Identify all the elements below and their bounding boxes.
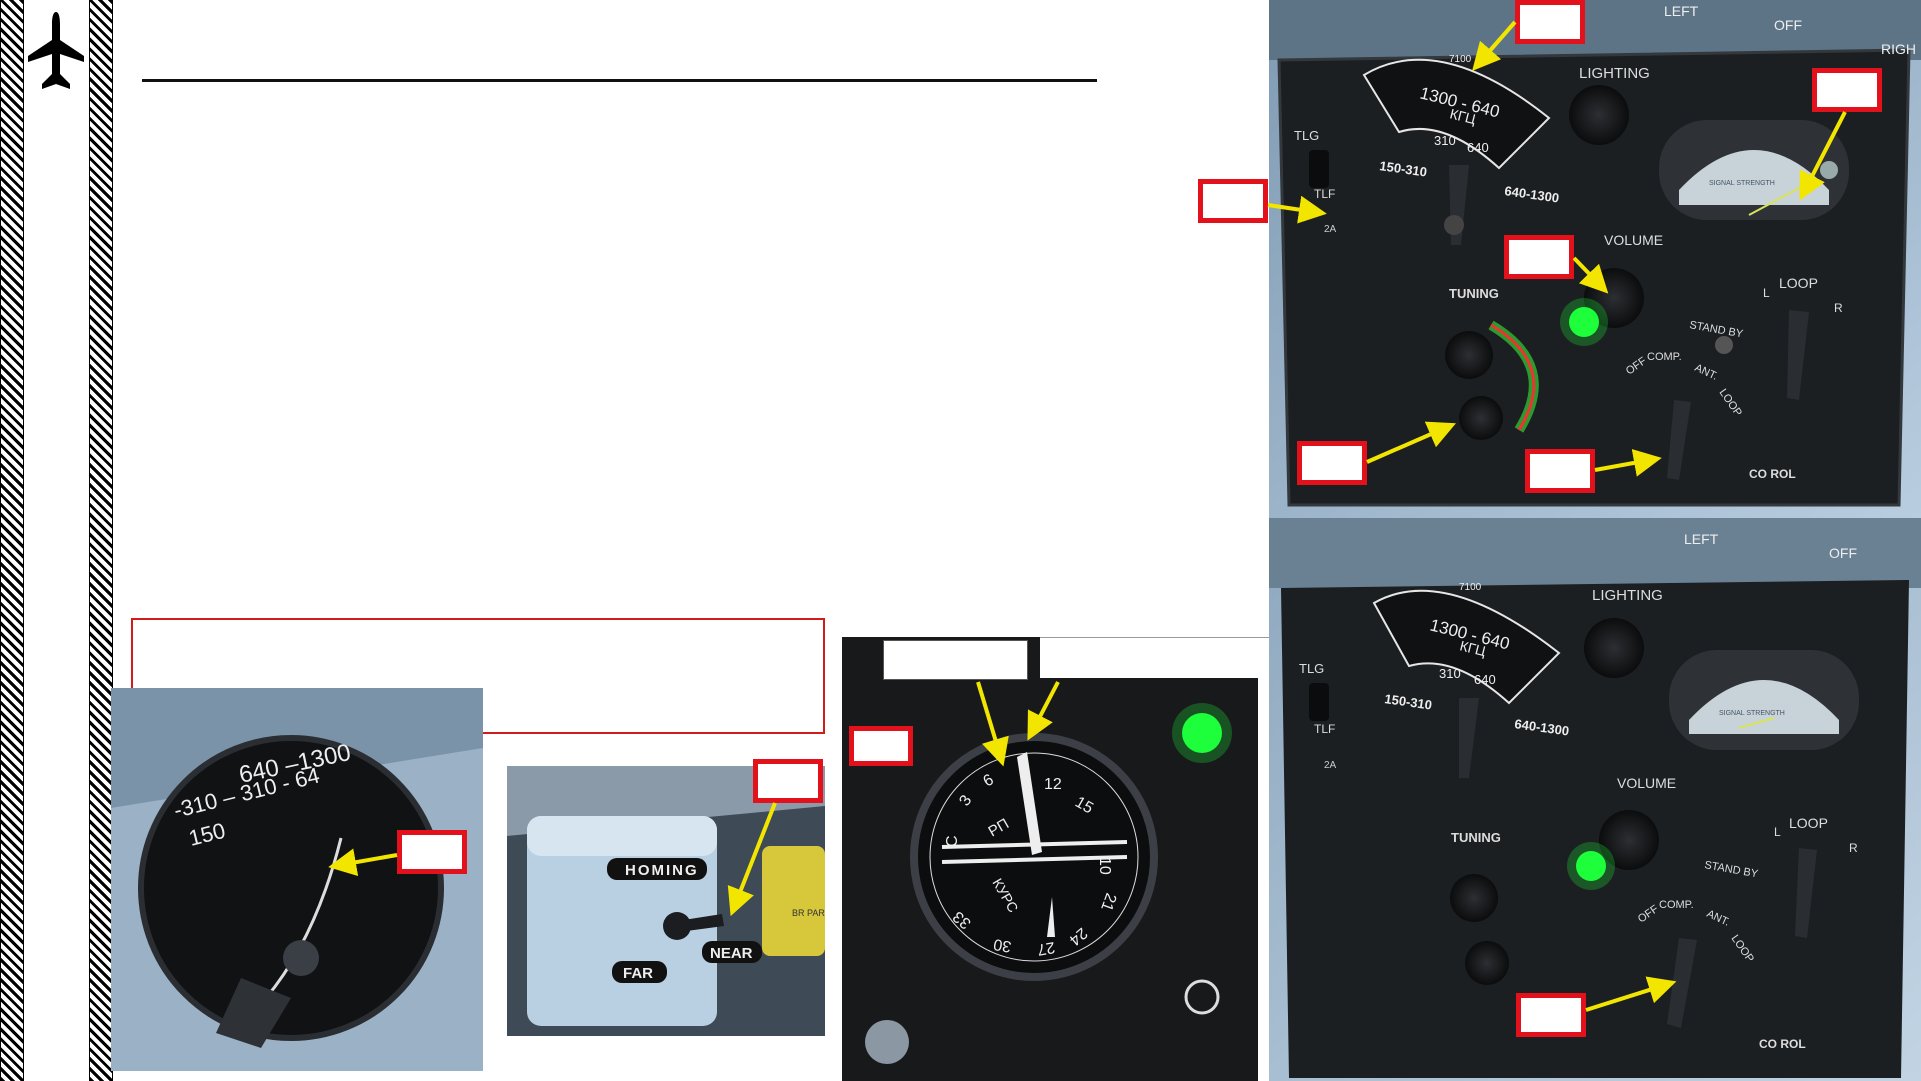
hatched-stripe-left: [0, 0, 24, 1081]
callout-tlg-switch: [1198, 179, 1268, 223]
svg-text:SIGNAL STRENGTH: SIGNAL STRENGTH: [1709, 180, 1775, 187]
svg-text:NEAR: NEAR: [710, 945, 753, 962]
svg-text:КГЦ: КГЦ: [1448, 105, 1478, 127]
svg-text:21: 21: [1097, 891, 1119, 914]
svg-text:2A: 2A: [1324, 224, 1337, 235]
svg-text:VOLUME: VOLUME: [1604, 232, 1663, 248]
svg-text:R: R: [1849, 841, 1858, 855]
svg-text:OFF: OFF: [1774, 17, 1802, 33]
svg-text:HOMING: HOMING: [625, 862, 699, 879]
adf-panel-photo-bottom: 1300 - 640 КГЦ 310 640 7100 150-310 640-…: [1269, 518, 1921, 1081]
svg-text:VOLUME: VOLUME: [1617, 775, 1676, 791]
svg-text:TLF: TLF: [1314, 722, 1335, 736]
svg-text:310: 310: [1434, 133, 1456, 148]
callout-band-scale: [1515, 0, 1585, 44]
svg-text:310: 310: [1439, 666, 1461, 681]
rmi-compass-photo: 12 15 10 21 24 27 30 33 С 3 6 РП КУРС: [842, 637, 1258, 1081]
svg-text:640: 640: [1467, 140, 1489, 155]
svg-text:LIGHTING: LIGHTING: [1579, 65, 1650, 82]
svg-text:COMP.: COMP.: [1647, 351, 1682, 363]
svg-text:LIGHTING: LIGHTING: [1592, 587, 1663, 604]
homing-switch-photo: HOMING FAR NEAR BR PARA: [507, 766, 825, 1036]
svg-text:R: R: [1834, 301, 1843, 315]
callout-homing-switch: [753, 759, 823, 803]
svg-text:LEFT: LEFT: [1684, 531, 1719, 547]
compass-label-box: [883, 640, 1028, 680]
band-selector-photo: 640 –1300 -310 – 310 - 64 150: [111, 688, 483, 1071]
svg-text:FAR: FAR: [623, 965, 653, 982]
left-rail: [0, 0, 113, 1081]
svg-text:27: 27: [1036, 938, 1057, 958]
svg-text:L: L: [1774, 825, 1781, 839]
svg-text:2A: 2A: [1324, 760, 1337, 771]
callout-tuning: [1297, 441, 1367, 485]
svg-text:OFF: OFF: [1829, 545, 1857, 561]
svg-text:LOOP: LOOP: [1789, 815, 1828, 831]
svg-text:LOOP: LOOP: [1779, 275, 1818, 291]
svg-text:TLF: TLF: [1314, 187, 1335, 201]
svg-text:7100: 7100: [1459, 582, 1482, 593]
title-underline: [142, 79, 1097, 82]
svg-text:CO ROL: CO ROL: [1759, 1037, 1806, 1051]
callout-compass: [849, 726, 913, 766]
svg-text:7100: 7100: [1449, 54, 1472, 65]
svg-text:L: L: [1763, 286, 1770, 300]
svg-text:TUNING: TUNING: [1449, 286, 1499, 301]
svg-text:COMP.: COMP.: [1659, 899, 1694, 911]
svg-text:TUNING: TUNING: [1451, 830, 1501, 845]
svg-text:15: 15: [1072, 794, 1096, 818]
svg-text:10: 10: [1096, 857, 1113, 875]
compass-header-strip: [1040, 637, 1269, 678]
svg-text:150-310: 150-310: [1384, 691, 1433, 712]
svg-text:BR PARA: BR PARA: [792, 908, 825, 918]
callout-band-knob: [397, 830, 467, 874]
svg-text:30: 30: [992, 935, 1013, 955]
svg-text:TLG: TLG: [1294, 128, 1319, 143]
svg-text:CO ROL: CO ROL: [1749, 467, 1796, 481]
svg-text:С: С: [944, 835, 961, 847]
callout-mode-selector-2: [1516, 993, 1586, 1037]
svg-text:640: 640: [1474, 672, 1496, 687]
callout-volume: [1504, 235, 1574, 279]
svg-text:SIGNAL STRENGTH: SIGNAL STRENGTH: [1719, 710, 1785, 717]
aircraft-icon: [28, 12, 84, 89]
svg-text:КГЦ: КГЦ: [1458, 637, 1488, 659]
svg-text:LEFT: LEFT: [1664, 3, 1699, 19]
svg-text:150-310: 150-310: [1379, 158, 1428, 179]
callout-mode-selector: [1525, 449, 1595, 493]
svg-text:RIGH: RIGH: [1881, 41, 1916, 57]
hatched-stripe-right: [89, 0, 113, 1081]
callout-signal-meter: [1812, 68, 1882, 112]
svg-text:12: 12: [1044, 776, 1062, 793]
svg-text:TLG: TLG: [1299, 661, 1324, 676]
